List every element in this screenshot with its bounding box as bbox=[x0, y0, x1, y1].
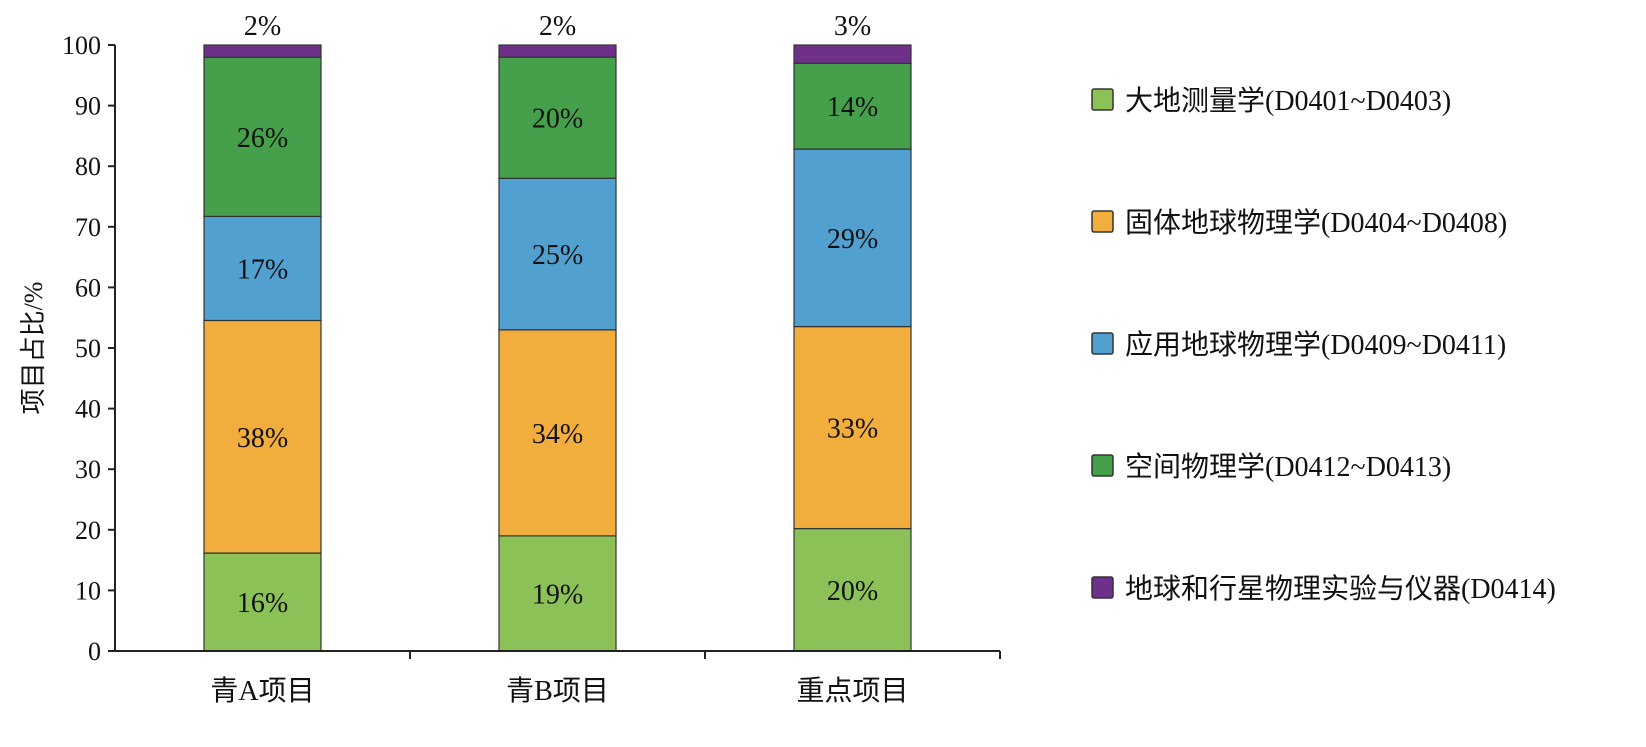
bar-segment bbox=[203, 44, 322, 58]
y-axis-title: 项目占比/% bbox=[19, 282, 48, 415]
bar-segment bbox=[498, 56, 617, 179]
y-tick-label: 0 bbox=[88, 637, 101, 666]
bar-segment bbox=[793, 148, 912, 328]
legend-swatch bbox=[1091, 332, 1114, 355]
y-tick-label: 70 bbox=[75, 213, 101, 242]
data-label: 19% bbox=[532, 579, 583, 610]
y-tick-label: 30 bbox=[75, 455, 101, 484]
legend-label: 地球和行星物理实验与仪器(D0414) bbox=[1125, 573, 1556, 605]
y-tick-label: 40 bbox=[75, 395, 101, 424]
legend-swatch bbox=[1091, 576, 1114, 599]
legend-label: 大地测量学(D0401~D0403) bbox=[1125, 85, 1451, 117]
bar-segment bbox=[498, 44, 617, 58]
y-tick-label: 80 bbox=[75, 152, 101, 181]
data-label: 17% bbox=[237, 254, 288, 285]
y-tick-label: 10 bbox=[75, 576, 101, 605]
legend-swatch bbox=[1091, 88, 1114, 111]
bar-segment bbox=[498, 177, 617, 331]
data-label: 25% bbox=[532, 240, 583, 271]
data-label: 20% bbox=[827, 576, 878, 607]
legend: 大地测量学(D0401~D0403) 固体地球物理学(D0404~D0408) 应用… bbox=[1091, 85, 1556, 605]
y-tick-label: 20 bbox=[75, 516, 101, 545]
data-label: 16% bbox=[237, 588, 288, 619]
legend-label: 空间物理学(D0412~D0413) bbox=[1125, 451, 1451, 483]
data-label: 26% bbox=[237, 123, 288, 154]
data-label: 20% bbox=[532, 104, 583, 135]
y-tick-label: 90 bbox=[75, 92, 101, 121]
x-tick-label: 重点项目 bbox=[796, 675, 908, 707]
x-tick-label: 青B项目 bbox=[506, 675, 609, 707]
legend-swatch bbox=[1091, 210, 1114, 233]
bar-segment bbox=[793, 62, 912, 150]
legend-label: 固体地球物理学(D0404~D0408) bbox=[1125, 207, 1507, 239]
bar-segment bbox=[498, 329, 617, 537]
bar-segment bbox=[203, 319, 322, 554]
legend-swatch bbox=[1091, 454, 1114, 477]
data-label: 34% bbox=[532, 419, 583, 450]
data-label: 2% bbox=[539, 11, 576, 42]
axes-group: 0 10 20 30 40 50 60 70 80 90 100 青A项目 青B项目 重点项目 bbox=[62, 31, 1001, 707]
bars-group: 16% 38% 17% 26% 2% 19% 34% 25% 20% 2% 20% 33% 29% 14%… bbox=[203, 11, 912, 652]
data-label: 14% bbox=[827, 92, 878, 123]
bar-segment bbox=[203, 552, 322, 652]
bar-segment bbox=[793, 44, 912, 64]
x-tick-label: 青A项目 bbox=[210, 675, 314, 707]
data-label: 38% bbox=[237, 423, 288, 454]
bar-segment bbox=[498, 535, 617, 652]
bar-segment bbox=[203, 56, 322, 217]
data-label: 33% bbox=[827, 414, 878, 445]
data-label: 29% bbox=[827, 224, 878, 255]
y-tick-label: 100 bbox=[62, 31, 101, 60]
bar-segment bbox=[793, 325, 912, 530]
y-tick-label: 50 bbox=[75, 334, 101, 363]
y-tick-label: 60 bbox=[75, 273, 101, 302]
data-label: 3% bbox=[834, 11, 871, 42]
legend-label: 应用地球物理学(D0409~D0411) bbox=[1125, 329, 1506, 361]
data-label: 2% bbox=[244, 11, 281, 42]
